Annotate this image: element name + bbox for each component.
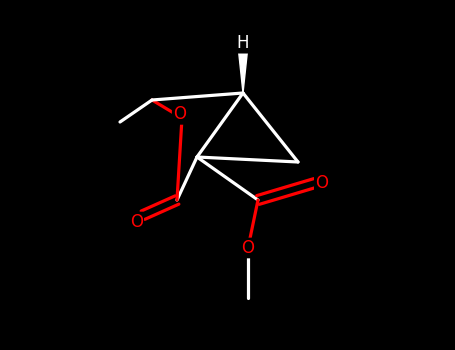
Text: O: O xyxy=(242,239,254,257)
Polygon shape xyxy=(238,50,248,93)
Text: O: O xyxy=(315,174,329,192)
Text: H: H xyxy=(237,34,249,52)
Text: O: O xyxy=(130,213,143,231)
Text: O: O xyxy=(173,105,186,123)
